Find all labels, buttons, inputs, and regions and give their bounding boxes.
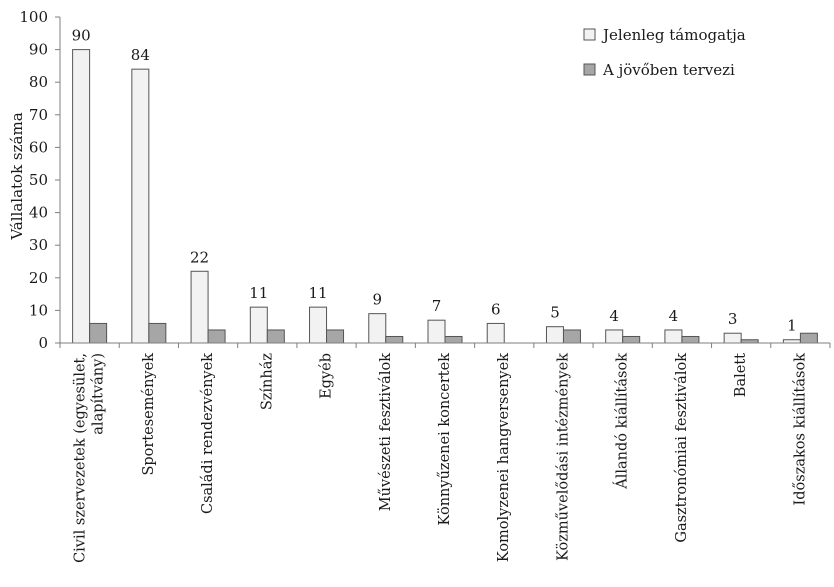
y-axis-title-group: Vállalatok száma bbox=[8, 112, 26, 240]
bar-planned bbox=[148, 322, 167, 344]
bar-current bbox=[249, 306, 268, 344]
category-label: Balett bbox=[733, 353, 749, 397]
category-label: alapítvány) bbox=[91, 353, 107, 435]
y-tick-label: 100 bbox=[19, 8, 48, 26]
category-label: Állandó kiállítások bbox=[613, 353, 631, 490]
legend-label-planned: A jövőben tervezi bbox=[602, 61, 735, 79]
bar-current bbox=[545, 326, 564, 344]
category-label: Egyéb bbox=[319, 353, 335, 399]
category-label: Könnyűzenei koncertek bbox=[437, 353, 453, 526]
category-label: Színház bbox=[259, 353, 275, 411]
y-tick-label: 20 bbox=[29, 269, 48, 287]
category-label: Családi rendezvények bbox=[200, 353, 216, 514]
category-label: Sportesemények bbox=[141, 353, 157, 476]
y-tick-label: 50 bbox=[29, 171, 48, 189]
data-label: 4 bbox=[669, 307, 679, 325]
bar-planned bbox=[385, 335, 404, 344]
bar-current bbox=[190, 270, 209, 344]
bar-current bbox=[309, 306, 328, 344]
legend: Jelenleg támogatja A jövőben tervezi bbox=[583, 26, 746, 79]
y-tick-label: 40 bbox=[29, 204, 48, 222]
data-labels: 90 84 22 11 11 9 7 6 5 4 4 3 1 bbox=[72, 27, 797, 335]
y-tick-label: 90 bbox=[29, 41, 48, 59]
data-label: 22 bbox=[190, 248, 209, 266]
bar-planned bbox=[207, 329, 226, 344]
bar-current bbox=[486, 322, 505, 344]
data-label: 7 bbox=[432, 297, 442, 315]
legend-label-current: Jelenleg támogatja bbox=[601, 26, 746, 44]
bar-current bbox=[72, 49, 91, 344]
bar-planned bbox=[326, 329, 345, 344]
bar-planned bbox=[444, 335, 463, 344]
bar-planned bbox=[681, 335, 700, 344]
bar-current bbox=[368, 313, 387, 344]
data-label: 11 bbox=[249, 284, 268, 302]
y-tick-label: 80 bbox=[29, 73, 48, 91]
bar-current bbox=[131, 68, 150, 344]
data-label: 1 bbox=[787, 317, 797, 335]
bar-planned bbox=[562, 329, 581, 344]
data-label: 5 bbox=[550, 304, 560, 322]
y-tick-label: 60 bbox=[29, 138, 48, 156]
axes bbox=[59, 17, 831, 348]
bar-current bbox=[664, 329, 683, 344]
data-label: 11 bbox=[308, 284, 327, 302]
y-tick-label: 30 bbox=[29, 236, 48, 254]
category-label: Közművelődási intézmények bbox=[555, 353, 571, 561]
category-label: Komolyzenei hangversenyek bbox=[496, 353, 512, 562]
bar-current bbox=[427, 319, 446, 344]
y-tick-label: 70 bbox=[29, 106, 48, 124]
legend-swatch-current bbox=[583, 28, 596, 41]
y-axis-ticks: 0 10 20 30 40 50 60 70 80 90 100 bbox=[19, 8, 60, 352]
bar-planned bbox=[799, 332, 818, 344]
data-label: 9 bbox=[372, 291, 382, 309]
y-axis-title: Vállalatok száma bbox=[8, 112, 26, 240]
data-label: 84 bbox=[131, 46, 150, 64]
category-label: Gasztronómiai fesztiválok bbox=[674, 353, 690, 543]
category-labels: Civil szervezetek (egyesület, alapítvány)… bbox=[73, 353, 809, 563]
bar-current bbox=[723, 332, 742, 344]
category-label: Civil szervezetek (egyesület, bbox=[73, 353, 89, 563]
legend-swatch-planned bbox=[583, 63, 596, 76]
data-label: 90 bbox=[72, 27, 91, 45]
y-tick-label: 10 bbox=[29, 301, 48, 319]
bars bbox=[72, 49, 818, 344]
bar-planned bbox=[89, 322, 108, 344]
category-label: Művészeti fesztiválok bbox=[378, 353, 394, 511]
category-label: Időszakos kiállítások bbox=[792, 353, 808, 506]
bar-current bbox=[605, 329, 624, 344]
y-tick-label: 0 bbox=[38, 334, 48, 352]
data-label: 4 bbox=[609, 307, 619, 325]
bar-planned bbox=[622, 335, 641, 344]
bar-planned bbox=[266, 329, 285, 344]
data-label: 6 bbox=[491, 300, 501, 318]
data-label: 3 bbox=[728, 310, 738, 328]
